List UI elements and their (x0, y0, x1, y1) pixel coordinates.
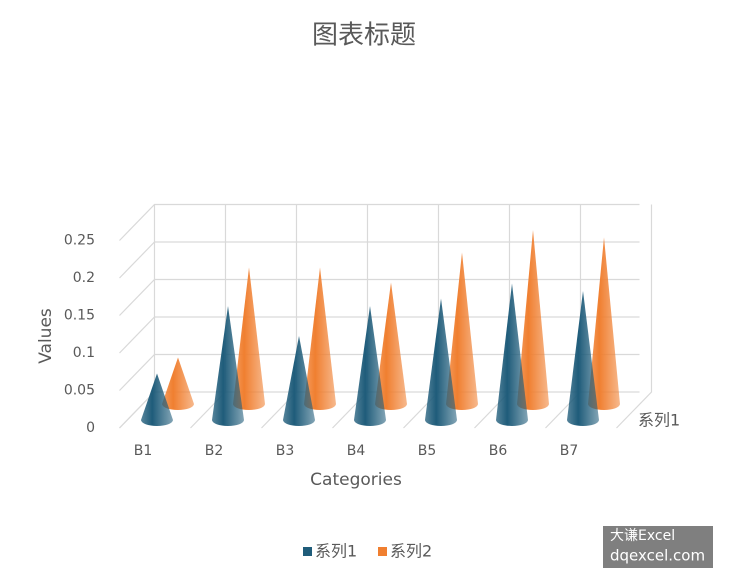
legend-swatch (378, 547, 387, 556)
cone (446, 252, 478, 410)
wall-line (616, 204, 653, 429)
y-tick-label: 0 (86, 420, 95, 436)
cone (375, 282, 407, 410)
grid-line (119, 203, 640, 241)
cone (567, 291, 599, 426)
legend-swatch (303, 547, 312, 556)
cone (517, 230, 549, 410)
legend-label: 系列2 (390, 542, 432, 561)
y-axis-label: Values (36, 308, 56, 364)
y-tick-label: 0.25 (64, 233, 95, 249)
chart-title: 图表标题 (312, 21, 416, 51)
grid-line (119, 316, 640, 354)
depth-axis-label: 系列1 (638, 411, 680, 430)
x-tick-label: B1 (134, 443, 153, 459)
cone (425, 298, 457, 426)
y-tick-label: 0.2 (73, 270, 95, 286)
y-tick-label: 0.1 (73, 345, 95, 361)
x-tick-label: B2 (205, 443, 224, 459)
cone (304, 267, 336, 410)
cone (354, 306, 386, 426)
x-tick-label: B7 (560, 443, 579, 459)
x-axis-label: Categories (310, 470, 402, 490)
legend-label: 系列1 (315, 542, 357, 561)
cone (588, 237, 620, 410)
grid-line (119, 241, 640, 279)
y-tick-label: 0.05 (64, 383, 95, 399)
x-tick-label: B6 (489, 443, 508, 459)
watermark: 大谦Excel dqexcel.com (603, 526, 713, 568)
watermark-text: dqexcel.com (610, 547, 705, 565)
x-tick-label: B4 (347, 443, 366, 459)
watermark-box (603, 526, 713, 568)
cone (212, 306, 244, 426)
cone (162, 357, 194, 410)
cone (141, 373, 173, 426)
x-tick-label: B5 (418, 443, 437, 459)
cone (496, 283, 528, 426)
grid-line (119, 278, 640, 316)
wall-line (119, 204, 156, 429)
cone (283, 336, 315, 426)
watermark-text: 大谦Excel (610, 528, 675, 544)
cone (233, 267, 265, 410)
y-tick-label: 0.15 (64, 308, 95, 324)
x-tick-label: B3 (276, 443, 295, 459)
